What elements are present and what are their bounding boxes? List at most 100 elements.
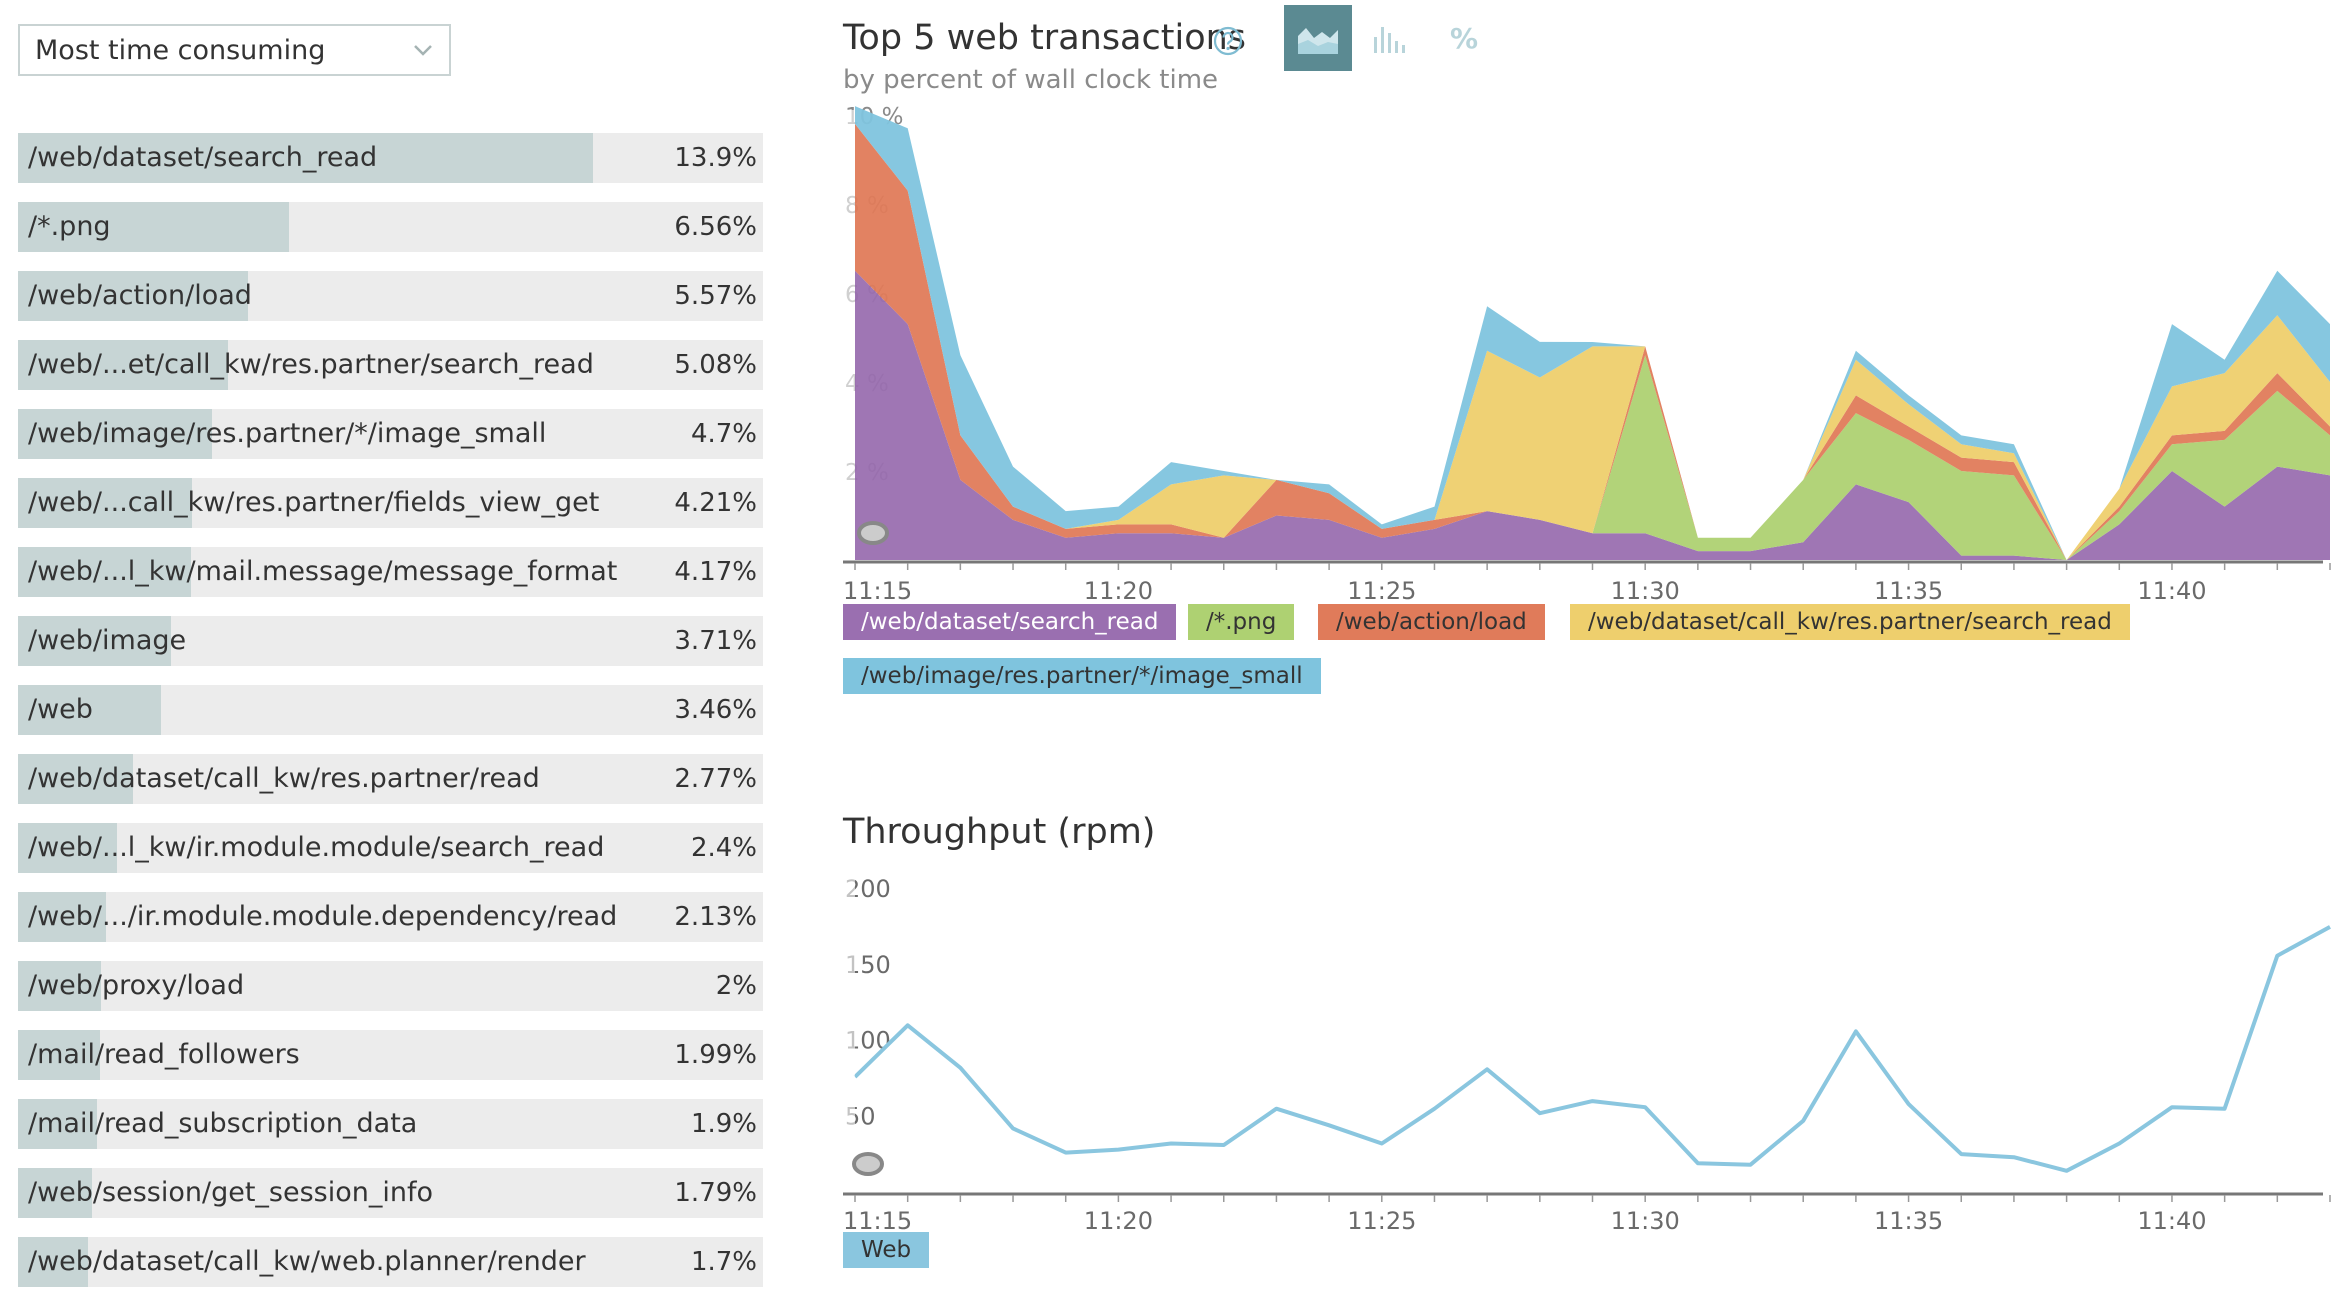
transaction-percent: 6.56% [674, 212, 757, 242]
area-series-2 [855, 270, 2330, 560]
transaction-percent: 2.13% [674, 902, 757, 932]
transaction-percent: 5.08% [674, 350, 757, 380]
transaction-row[interactable]: /mail/read_followers 1.99% [18, 1030, 763, 1080]
transaction-row[interactable]: /mail/read_subscription_data 1.9% [18, 1099, 763, 1149]
transaction-name: /web/image/res.partner/*/image_small [28, 418, 547, 449]
transaction-name: /mail/read_followers [28, 1039, 300, 1070]
transaction-percent: 2% [715, 971, 757, 1001]
area-chart-icon [1298, 28, 1338, 54]
transaction-row[interactable]: /web/dataset/call_kw/web.planner/render 1… [18, 1237, 763, 1287]
range-fade [843, 110, 855, 560]
transaction-row[interactable]: /web/session/get_session_info 1.79% [18, 1168, 763, 1218]
transaction-percent: 13.9% [674, 143, 757, 173]
transaction-share-bar [18, 547, 191, 597]
transaction-share-bar [18, 1168, 93, 1218]
transaction-percent: 1.79% [674, 1178, 757, 1208]
area-series-1 [855, 270, 2330, 560]
transaction-name: /web/image [28, 625, 187, 656]
percent-toggle[interactable]: % [1449, 21, 1479, 55]
legend-item[interactable]: /web/dataset/call_kw/res.partner/search_… [1570, 604, 2130, 640]
transaction-percent: 5.57% [674, 281, 757, 311]
transaction-percent: 1.7% [690, 1247, 757, 1277]
transaction-row[interactable]: /web/proxy/load 2% [18, 961, 763, 1011]
top5-subtitle: by percent of wall clock time [843, 65, 1219, 95]
transaction-row[interactable]: /*.png 6.56% [18, 202, 763, 252]
range-handle-icon[interactable] [852, 1152, 884, 1176]
transaction-percent: 4.7% [690, 419, 757, 449]
transaction-name: /web/.../ir.module.module.dependency/rea… [28, 901, 618, 932]
bar-chart-icon [1374, 27, 1405, 53]
throughput-title: Throughput (rpm) [843, 812, 1156, 852]
transaction-percent: 3.71% [674, 626, 757, 656]
x-tick-label: 11:40 [2137, 577, 2206, 605]
legend-item[interactable]: /*.png [1188, 604, 1295, 640]
transaction-row[interactable]: /web 3.46% [18, 685, 763, 735]
transaction-share-bar [18, 409, 213, 459]
transaction-row[interactable]: /web/.../ir.module.module.dependency/rea… [18, 892, 763, 942]
transaction-share-bar [18, 754, 133, 804]
transaction-percent: 3.46% [674, 695, 757, 725]
range-fade [843, 870, 855, 1192]
transaction-row[interactable]: /web/image 3.71% [18, 616, 763, 666]
transaction-row[interactable]: /web/...call_kw/res.partner/fields_view_… [18, 478, 763, 528]
transaction-share-bar [18, 961, 101, 1011]
transaction-row[interactable]: /web/...l_kw/ir.module.module/search_rea… [18, 823, 763, 873]
transaction-row[interactable]: /web/dataset/search_read 13.9% [18, 133, 763, 183]
series-line-web [853, 925, 2331, 1173]
transaction-name: /mail/read_subscription_data [28, 1108, 418, 1139]
x-tick-label: 11:15 [843, 577, 912, 605]
transaction-percent: 1.99% [674, 1040, 757, 1070]
x-tick-label: 11:20 [1084, 1207, 1153, 1235]
transaction-share-bar [18, 616, 172, 666]
transaction-row[interactable]: /web/...et/call_kw/res.partner/search_re… [18, 340, 763, 390]
transaction-row[interactable]: /web/dataset/call_kw/res.partner/read 2.7… [18, 754, 763, 804]
legend-item[interactable]: Web [843, 1232, 930, 1268]
top5-area-chart: 2 %4 %6 %8 %10 %11:1511:2011:2511:3011:3… [843, 104, 2331, 605]
legend-item[interactable]: /web/dataset/search_read [843, 604, 1177, 640]
sort-select[interactable]: Most time consuming [18, 24, 451, 76]
transaction-share-bar [18, 133, 593, 183]
transaction-share-bar [18, 1030, 101, 1080]
chevron-down-icon [414, 45, 432, 56]
transaction-share-bar [18, 202, 290, 252]
transaction-percent: 1.9% [690, 1109, 757, 1139]
transaction-name: /web/proxy/load [28, 970, 245, 1001]
transaction-name: /web/...et/call_kw/res.partner/search_re… [28, 349, 594, 380]
top5-title: Top 5 web transactions [843, 18, 1247, 58]
x-tick-label: 11:35 [1874, 1207, 1943, 1235]
area-series-4 [855, 123, 2330, 561]
transaction-row[interactable]: /web/...l_kw/mail.message/message_format… [18, 547, 763, 597]
help-circle-icon[interactable] [1212, 25, 1244, 57]
transaction-percent: 2.4% [690, 833, 757, 863]
transaction-name: /web/dataset/search_read [28, 142, 378, 173]
legend-item[interactable]: /web/image/res.partner/*/image_small [843, 658, 1321, 694]
transaction-percent: 2.77% [674, 764, 757, 794]
transaction-share-bar [18, 892, 107, 942]
x-tick-label: 11:40 [2137, 1207, 2206, 1235]
transaction-share-bar [18, 1237, 89, 1287]
bar-chart-toggle[interactable] [1358, 5, 1426, 71]
transaction-name: /web [28, 694, 93, 725]
x-tick-label: 11:15 [843, 1207, 912, 1235]
transaction-row[interactable]: /web/action/load 5.57% [18, 271, 763, 321]
x-tick-label: 11:30 [1611, 577, 1680, 605]
legend-item[interactable]: /web/action/load [1318, 604, 1545, 640]
range-handle-icon[interactable] [857, 521, 889, 545]
transaction-share-bar [18, 823, 118, 873]
x-tick-label: 11:20 [1084, 577, 1153, 605]
x-tick-label: 11:30 [1611, 1207, 1680, 1235]
transaction-share-bar [18, 1099, 97, 1149]
sort-select-value: Most time consuming [35, 34, 326, 66]
transaction-list: /web/dataset/search_read 13.9% /*.png 6.56%… [18, 133, 763, 1306]
area-chart-toggle[interactable] [1284, 5, 1352, 71]
transaction-name: /web/...l_kw/mail.message/message_format [28, 556, 618, 587]
x-tick-label: 11:25 [1347, 577, 1416, 605]
transaction-name: /web/session/get_session_info [28, 1177, 433, 1208]
transaction-row[interactable]: /web/image/res.partner/*/image_small 4.7% [18, 409, 763, 459]
transaction-name: /web/...call_kw/res.partner/fields_view_… [28, 487, 600, 518]
transactions-panel: Most time consuming /web/dataset/search_… [0, 0, 780, 1292]
transaction-percent: 4.21% [674, 488, 757, 518]
transaction-share-bar [18, 340, 229, 390]
transaction-name: /web/dataset/call_kw/res.partner/read [28, 763, 540, 794]
